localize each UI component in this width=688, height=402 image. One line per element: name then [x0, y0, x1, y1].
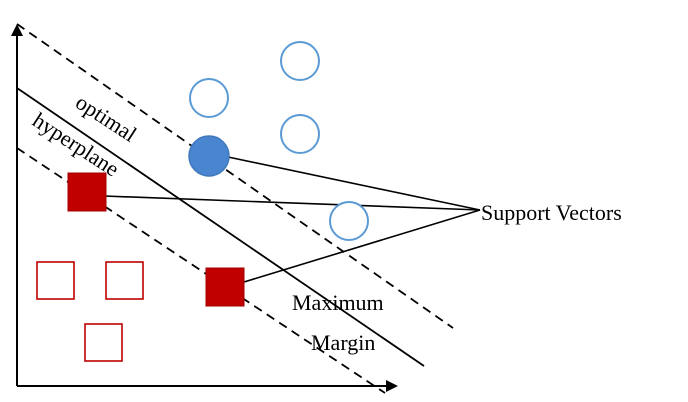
label-margin: Margin: [311, 330, 375, 355]
optimal-hyperplane-line: [16, 87, 425, 367]
pointer-line-square-top: [103, 195, 481, 211]
data-point-circle: [189, 78, 229, 118]
support-vector-square: [205, 267, 245, 307]
data-point-circle: [329, 201, 369, 241]
data-point-square: [84, 323, 123, 362]
data-point-circle: [280, 114, 320, 154]
data-point-square: [36, 261, 75, 300]
support-vector-square: [67, 172, 107, 212]
upper-margin-line: [16, 23, 454, 329]
data-point-circle: [280, 41, 320, 81]
label-maximum: Maximum: [292, 290, 384, 315]
lower-margin-line: [16, 147, 386, 394]
data-point-square: [105, 261, 144, 300]
support-vector-circle: [188, 135, 230, 177]
label-support-vectors: Support Vectors: [481, 200, 622, 225]
pointer-line-circle: [227, 156, 481, 211]
pointer-line-square-bottom: [243, 209, 481, 283]
